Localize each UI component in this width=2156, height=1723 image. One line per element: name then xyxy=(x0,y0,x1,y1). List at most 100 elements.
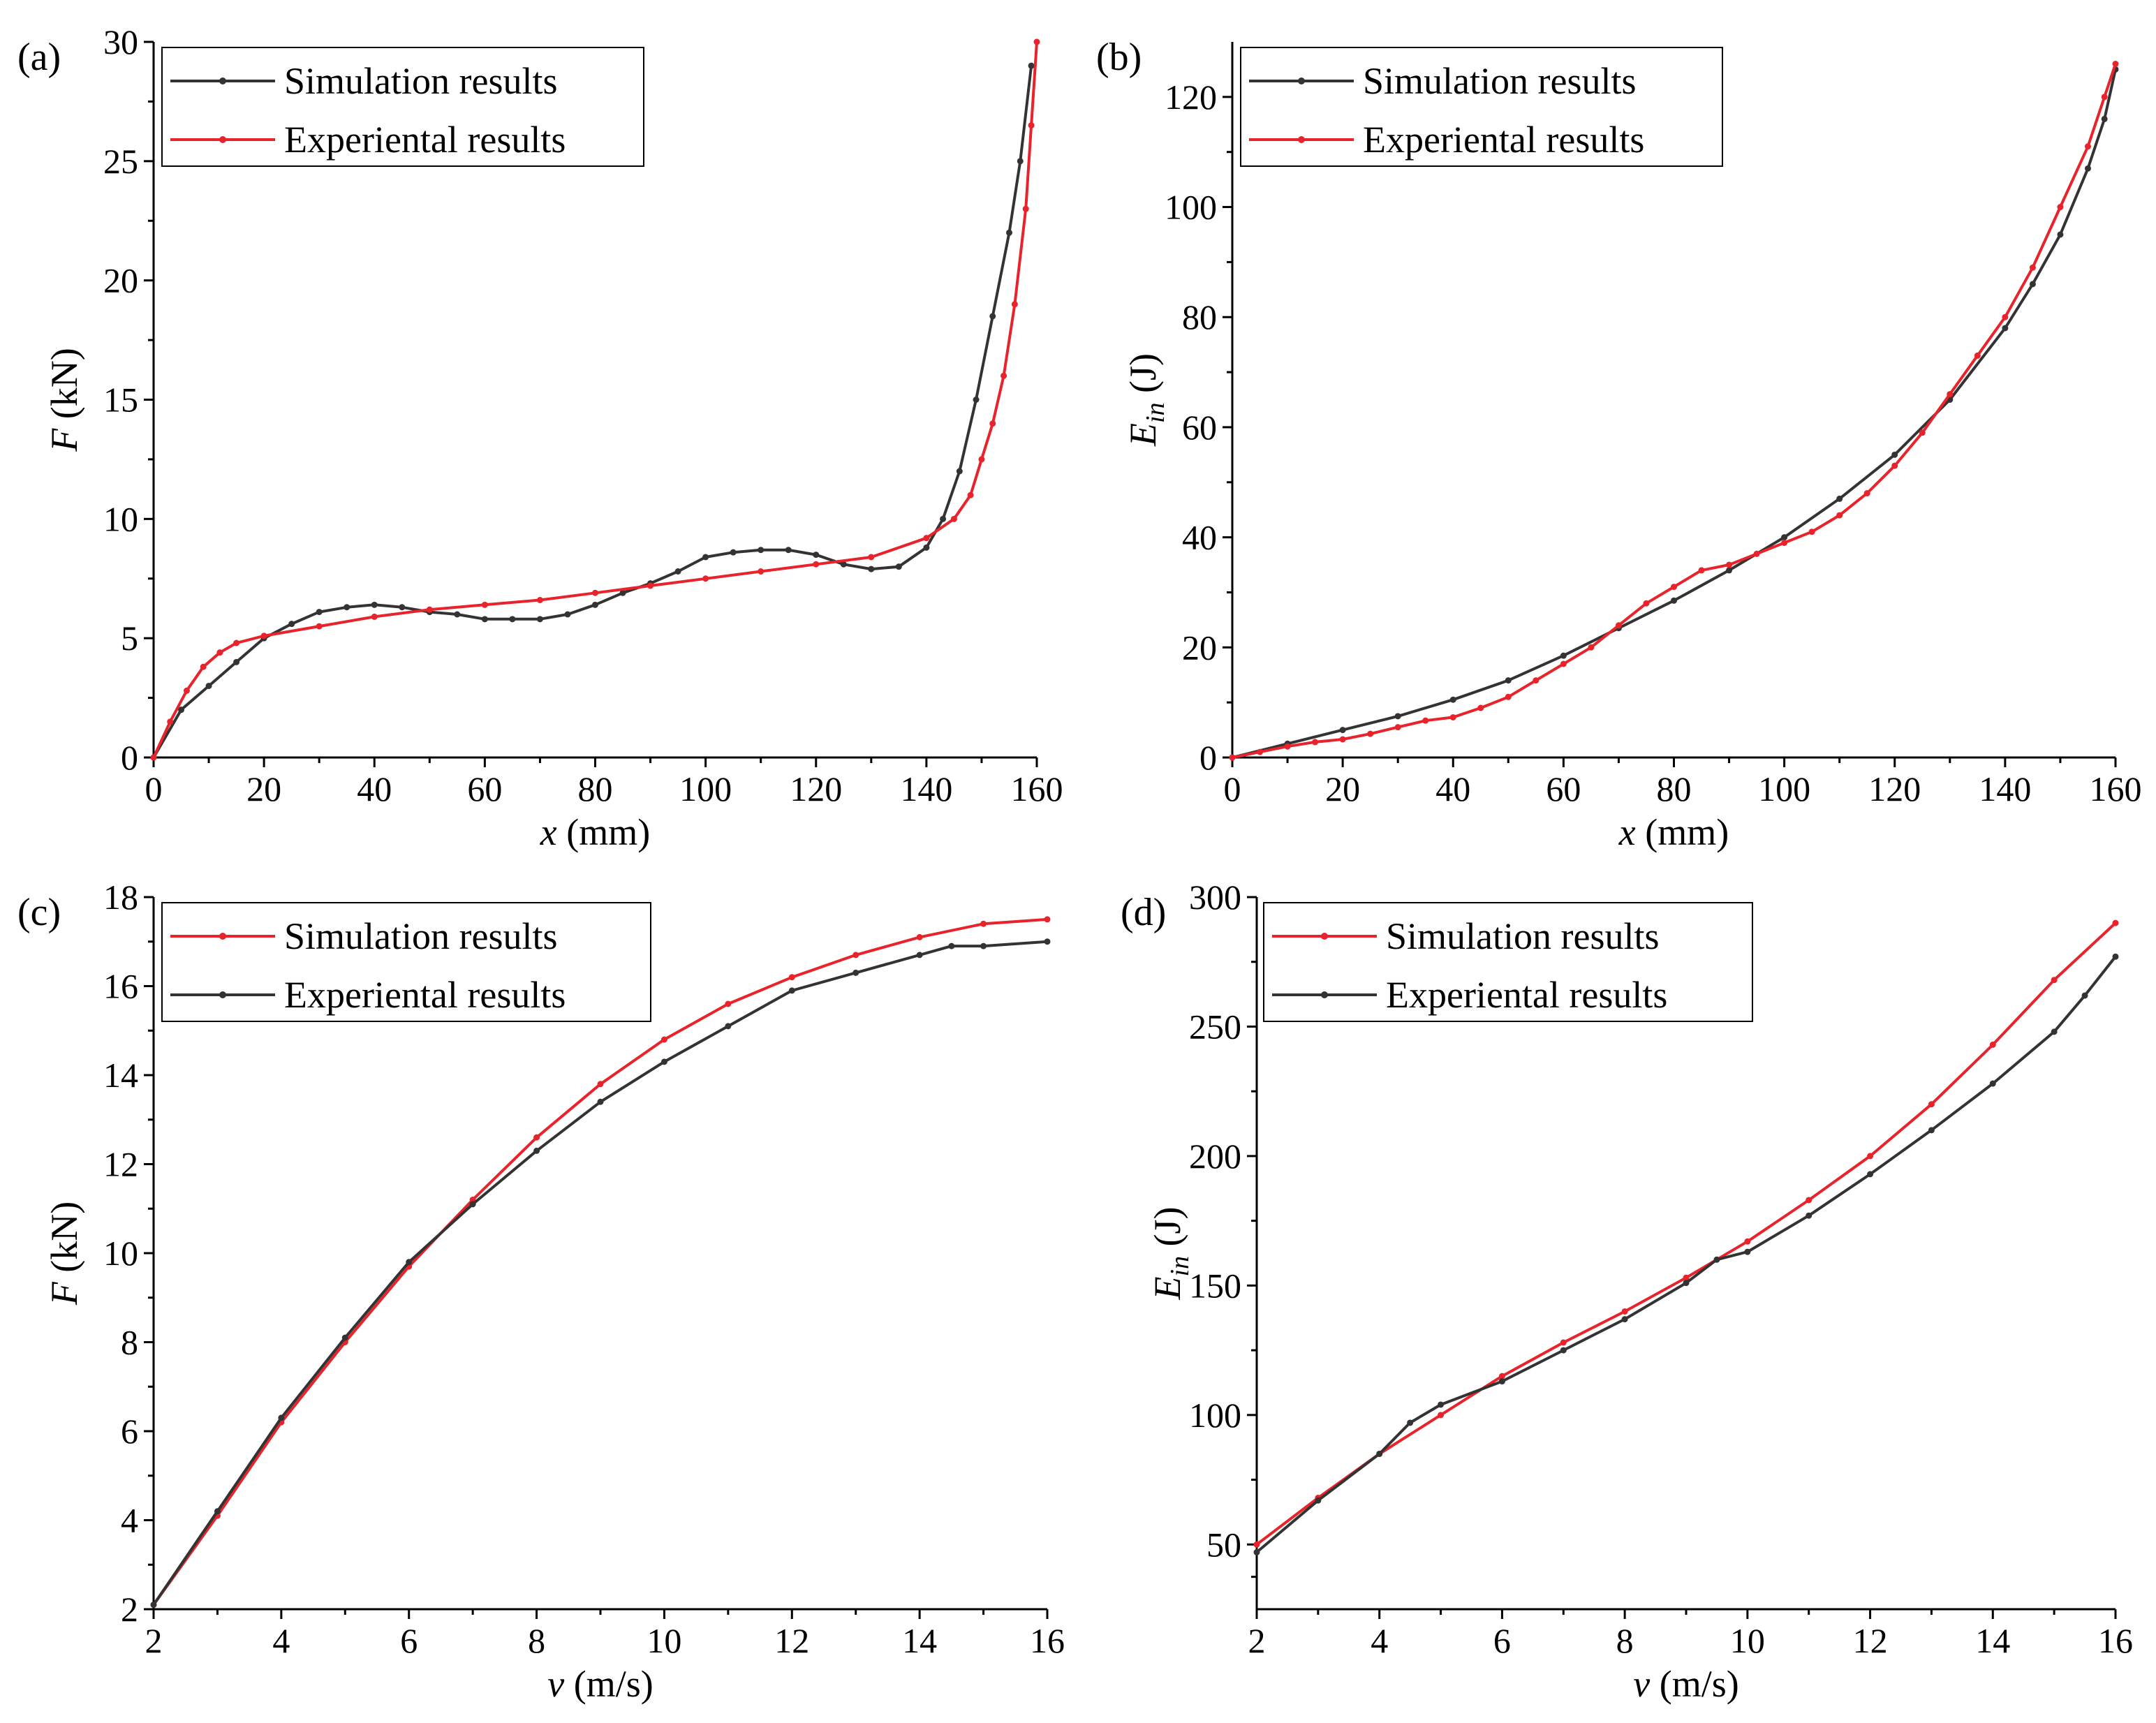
data-point xyxy=(1808,528,1815,535)
data-point xyxy=(1974,352,1981,359)
y-tick-label: 5 xyxy=(121,619,138,658)
legend-box xyxy=(161,47,644,167)
data-point xyxy=(1928,1101,1935,1108)
panel-label: (b) xyxy=(1096,36,1142,79)
y-tick-label: 4 xyxy=(121,1501,138,1540)
data-point xyxy=(1836,495,1843,502)
y-tick-label: 80 xyxy=(1182,297,1217,337)
x-tick-label: 14 xyxy=(1975,1621,2010,1660)
y-tick-label: 40 xyxy=(1182,518,1217,557)
data-point xyxy=(1449,713,1456,720)
x-tick-label: 4 xyxy=(272,1621,290,1660)
data-point xyxy=(1643,600,1650,607)
y-tick-label: 20 xyxy=(1182,628,1217,667)
data-point xyxy=(1560,652,1567,659)
x-tick-label: 6 xyxy=(1493,1621,1511,1660)
x-tick-label: 20 xyxy=(1325,769,1360,808)
data-point xyxy=(840,561,847,568)
legend-marker xyxy=(219,136,226,143)
data-point xyxy=(150,1602,157,1609)
data-point xyxy=(2057,231,2064,238)
x-axis-title: v (m/s) xyxy=(1633,1663,1738,1705)
data-point xyxy=(481,601,488,608)
legend-label: Experiental results xyxy=(284,974,566,1016)
data-point xyxy=(371,613,378,620)
legend-label: Simulation results xyxy=(284,60,558,102)
data-point xyxy=(200,663,207,670)
data-point xyxy=(592,601,598,608)
data-point xyxy=(895,563,902,570)
series-black xyxy=(150,938,1051,1609)
legend-label: Experiental results xyxy=(1386,974,1667,1016)
data-point xyxy=(1312,739,1319,746)
data-point xyxy=(967,491,974,498)
panel-b: 0 20 40 60 80 100 120 140 160 0 20 40 60 80 100 120 x (m… xyxy=(1096,36,2142,853)
data-point xyxy=(2112,61,2119,68)
data-point xyxy=(167,718,174,725)
series-red xyxy=(1229,61,2119,761)
data-point xyxy=(725,1000,732,1007)
data-point xyxy=(2084,143,2091,150)
data-point xyxy=(1560,660,1567,667)
data-point xyxy=(406,1259,413,1266)
legend-box xyxy=(1263,902,1753,1022)
data-point xyxy=(1367,730,1374,737)
data-point xyxy=(1928,1127,1935,1134)
x-tick-label: 120 xyxy=(790,769,842,808)
legend-label: Simulation results xyxy=(1386,915,1660,957)
y-tick-label: 50 xyxy=(1206,1525,1241,1564)
series-line xyxy=(152,41,1038,758)
data-point xyxy=(978,456,985,463)
data-point xyxy=(1229,754,1236,761)
data-point xyxy=(2057,204,2064,211)
data-point xyxy=(916,933,923,940)
data-point xyxy=(852,969,859,976)
data-point xyxy=(1001,372,1007,379)
data-point xyxy=(660,1036,667,1043)
x-tick-label: 140 xyxy=(1979,769,2031,808)
series-line xyxy=(152,940,1048,1606)
x-tick-label: 12 xyxy=(1853,1621,1888,1660)
data-point xyxy=(868,565,875,572)
y-tick-label: 15 xyxy=(103,380,138,420)
data-point xyxy=(1394,713,1401,720)
series-line xyxy=(152,917,1048,1606)
y-axis-subscript: in xyxy=(1165,1256,1195,1277)
y-tick-label: 20 xyxy=(103,261,138,300)
panel-d: 2 4 6 8 10 12 14 16 50 100 150 200 250 300 v (m/s) Ein … xyxy=(1121,878,2133,1705)
y-axis-unit: (J) xyxy=(1122,353,1164,402)
data-point xyxy=(1477,704,1484,711)
legend: Simulation results Experiental results xyxy=(161,902,651,1022)
data-point xyxy=(916,952,923,959)
series-black xyxy=(1253,953,2119,1555)
data-point xyxy=(1726,561,1733,568)
data-point xyxy=(481,616,488,623)
data-point xyxy=(1253,1548,1260,1555)
x-tick-label: 120 xyxy=(1868,769,1921,808)
data-point xyxy=(183,687,190,694)
x-tick-label: 2 xyxy=(1248,1621,1266,1660)
legend-box xyxy=(161,902,651,1022)
y-tick-label: 120 xyxy=(1165,77,1217,117)
legend-label: Simulation results xyxy=(1363,60,1637,102)
data-point xyxy=(2101,94,2108,101)
data-point xyxy=(1615,622,1622,629)
legend-marker xyxy=(1321,933,1328,940)
y-tick-label: 100 xyxy=(1189,1396,1241,1435)
data-point xyxy=(454,611,461,618)
y-tick-label: 14 xyxy=(103,1056,138,1095)
data-point xyxy=(674,568,681,575)
data-point xyxy=(1257,748,1264,755)
series-black xyxy=(1229,66,2119,761)
y-tick-label: 60 xyxy=(1182,408,1217,447)
data-point xyxy=(725,1023,732,1030)
y-axis-subscript: in xyxy=(1141,402,1170,423)
data-point xyxy=(1533,677,1540,684)
data-point xyxy=(956,468,963,475)
x-axis-title: x (mm) xyxy=(540,811,650,853)
data-point xyxy=(278,1414,285,1421)
panel-label: (d) xyxy=(1121,891,1166,934)
x-axis-unit: (m/s) xyxy=(1650,1663,1739,1705)
data-point xyxy=(980,920,987,927)
y-axis-unit: (J) xyxy=(1146,1206,1188,1255)
